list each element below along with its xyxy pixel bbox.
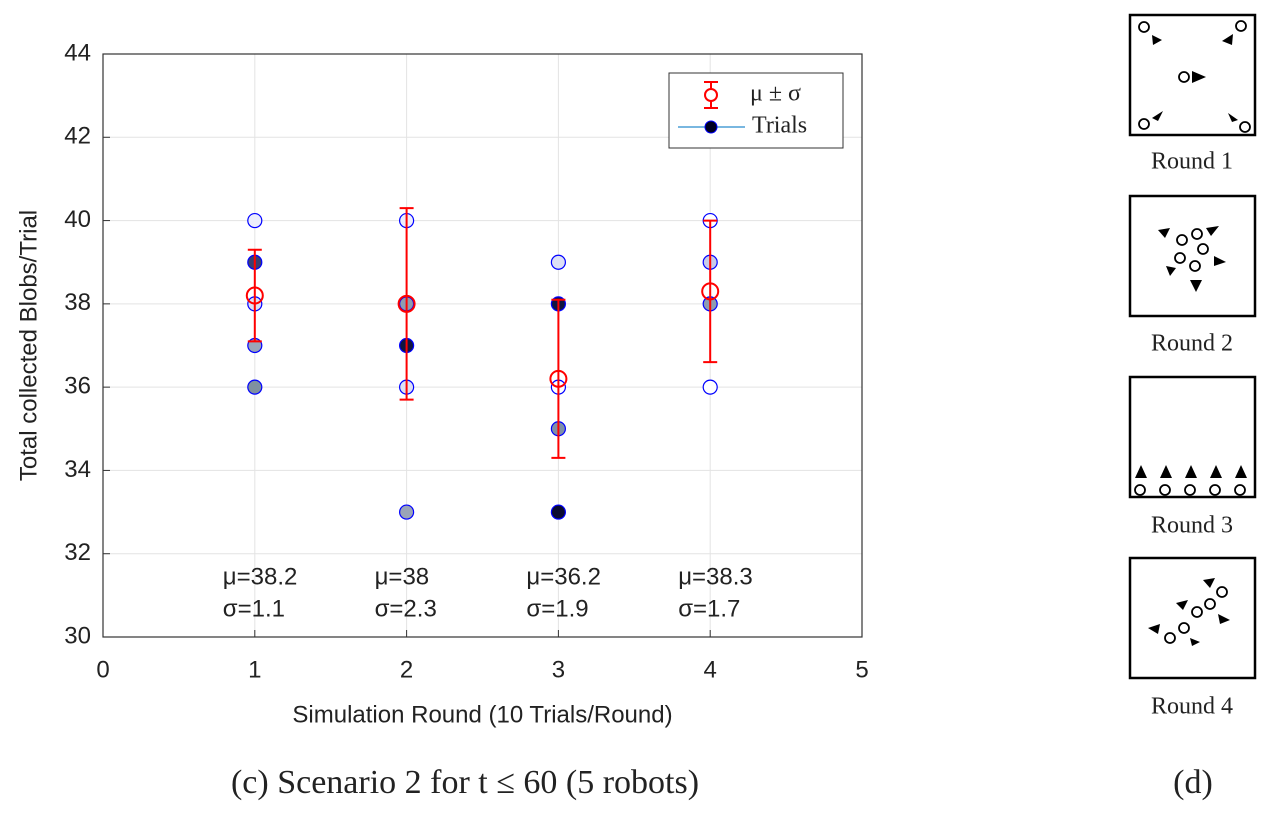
mean-annotation: μ=38	[375, 563, 430, 590]
std-annotation: σ=1.7	[678, 595, 740, 622]
round-box	[1128, 556, 1257, 680]
x-axis-label: Simulation Round (10 Trials/Round)	[292, 701, 672, 728]
y-tick-label: 44	[64, 39, 91, 66]
axes-frame	[102, 53, 863, 638]
error-bar	[247, 248, 262, 343]
error-bar	[399, 207, 414, 401]
plot-area	[103, 54, 862, 637]
y-tick-label: 34	[64, 456, 91, 483]
y-tick-label: 40	[64, 206, 91, 233]
trial-point	[247, 212, 263, 229]
y-tick-label: 36	[64, 372, 91, 399]
diagram-caption: (d)	[1173, 764, 1213, 801]
x-tick-label: 4	[704, 656, 717, 683]
round-label: Round 2	[1151, 331, 1233, 357]
legend-label: μ ± σ	[750, 81, 801, 107]
y-tick-label: 42	[64, 123, 91, 150]
round-box	[1128, 375, 1257, 499]
error-bar	[551, 298, 566, 459]
chart-caption: (c) Scenario 2 for t ≤ 60 (5 robots)	[231, 764, 699, 801]
round-label: Round 4	[1151, 694, 1233, 720]
trial-point	[702, 379, 718, 395]
std-annotation: σ=1.1	[223, 595, 285, 622]
legend-symbol	[704, 120, 718, 134]
mean-marker	[701, 282, 720, 301]
std-annotation: σ=2.3	[375, 595, 437, 622]
std-annotation: σ=1.9	[526, 595, 588, 622]
x-tick-label: 2	[400, 656, 413, 683]
mean-annotation: μ=36.2	[526, 563, 601, 590]
legend-label: Trials	[752, 113, 807, 139]
round-box	[1128, 13, 1257, 137]
trial-point	[550, 254, 567, 270]
mean-annotation: μ=38.3	[678, 563, 753, 590]
trial-point	[247, 379, 263, 395]
y-tick-label: 32	[64, 539, 91, 566]
diagram: Round 1 Round 2 Round 3 Round 4	[1128, 13, 1257, 720]
mean-annotation: μ=38.2	[223, 563, 298, 590]
x-tick-label: 5	[855, 656, 868, 683]
round-box	[1128, 194, 1257, 318]
trial-point	[550, 504, 567, 520]
trial-point	[399, 504, 415, 520]
mean-marker	[549, 369, 568, 388]
mean-marker	[397, 294, 416, 313]
y-tick-label: 38	[64, 289, 91, 316]
legend-symbol	[704, 88, 718, 102]
x-tick-label: 1	[248, 656, 261, 683]
mean-marker	[245, 286, 264, 305]
error-bar	[703, 219, 718, 364]
y-tick-label: 30	[64, 622, 91, 649]
y-axis-label: Total collected Blobs/Trial	[15, 210, 42, 481]
round-label: Round 1	[1151, 149, 1233, 175]
x-tick-label: 0	[96, 656, 109, 683]
round-label: Round 3	[1151, 513, 1233, 539]
legend-box	[668, 72, 844, 149]
x-tick-label: 3	[552, 656, 565, 683]
